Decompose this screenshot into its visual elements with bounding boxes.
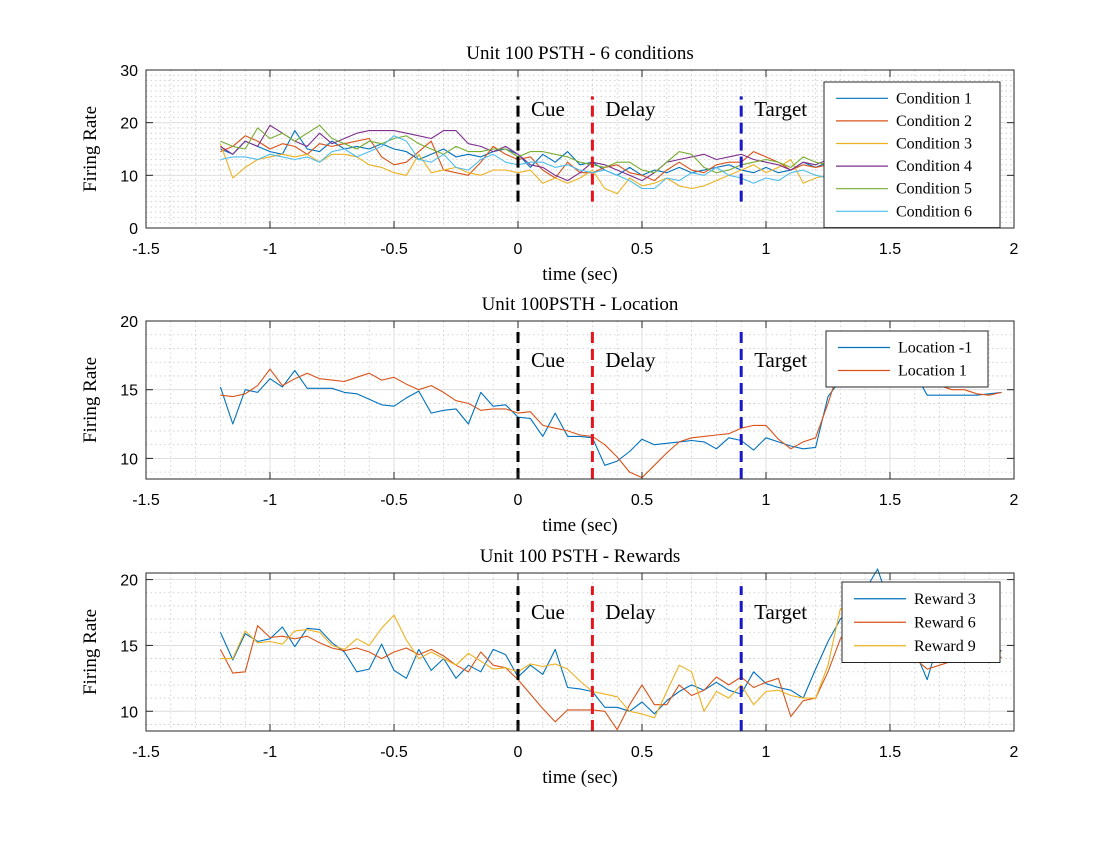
y-tick-label: 15 (120, 383, 138, 400)
x-tick-label: 1 (762, 492, 771, 509)
x-axis-label: time (sec) (542, 515, 617, 536)
event-label-cue: Cue (531, 600, 565, 624)
y-tick-label: 20 (120, 573, 138, 590)
y-axis-label: Firing Rate (80, 609, 101, 695)
legend-entry: Condition 6 (896, 203, 972, 220)
x-tick-label: 2 (1010, 492, 1019, 509)
panel-2: Cue Delay Target -1.5 -1 -0.5 0 0.5 1 1.5 2 10 15 20 U… (80, 294, 1019, 536)
x-tick-label: 2 (1010, 241, 1019, 258)
x-tick-label: 0 (514, 744, 523, 761)
grid (145, 573, 1015, 731)
axes-box (145, 320, 1015, 480)
x-tick-label: 0.5 (631, 744, 653, 761)
y-axis-label: Firing Rate (80, 106, 101, 192)
y-tick-label: 20 (120, 116, 138, 133)
y-tick-label: 20 (120, 314, 138, 331)
x-axis-label: time (sec) (542, 264, 617, 285)
chart-title: Unit 100 PSTH - 6 conditions (466, 43, 693, 64)
panel-3: Cue Delay Target -1.5 -1 -0.5 0 0.5 1 1.5 2 10 15 20 U… (80, 546, 1019, 788)
x-tick-label: 1.5 (879, 744, 901, 761)
chart-title: Unit 100PSTH - Location (482, 294, 679, 315)
y-axis-label: Firing Rate (80, 357, 101, 443)
event-label-delay: Delay (605, 97, 656, 121)
x-tick-label: 1 (762, 744, 771, 761)
legend-box (825, 330, 989, 388)
legend: Reward 3 Reward 6 Reward 9 (841, 581, 1001, 663)
event-label-target: Target (754, 600, 807, 624)
event-label-delay: Delay (605, 600, 656, 624)
legend-entry: Reward 3 (914, 591, 976, 608)
event-label-cue: Cue (531, 97, 565, 121)
x-tick-label: -1 (263, 492, 277, 509)
event-label-cue: Cue (531, 348, 565, 372)
x-tick-label: -1 (263, 241, 277, 258)
legend-entry: Condition 5 (896, 181, 972, 198)
x-tick-label: 0.5 (631, 241, 653, 258)
series-line-4 (220, 124, 829, 182)
panel-1: Cue Delay Target-1.5 -1 -0.5 0 0.5 1 1.5 20102030… (80, 43, 1019, 285)
series-line-1 (220, 130, 829, 176)
axes-box (145, 572, 1015, 732)
y-tick-label: 10 (120, 704, 138, 721)
legend-entry: Condition 3 (896, 136, 972, 153)
legend-entry: Location 1 (898, 363, 967, 380)
series-line-2 (220, 135, 829, 182)
axes-box (145, 69, 1015, 229)
legend: Condition 1 Condition 2 Condition 3 Conditi… (823, 81, 1001, 229)
event-label-target: Target (754, 348, 807, 372)
legend-entry: Condition 2 (896, 113, 972, 130)
x-tick-label: -1.5 (132, 492, 160, 509)
x-tick-label: 0 (514, 241, 523, 258)
chart-title: Unit 100 PSTH - Rewards (480, 546, 681, 567)
x-tick-label: -0.5 (380, 241, 408, 258)
y-tick-label: 10 (120, 168, 138, 185)
x-tick-label: -0.5 (380, 744, 408, 761)
y-tick-label: 30 (120, 63, 138, 80)
event-label-delay: Delay (605, 348, 656, 372)
event-label-target: Target (754, 97, 807, 121)
legend-entry: Condition 1 (896, 90, 972, 107)
legend-entry: Condition 4 (896, 158, 972, 175)
x-tick-label: -1.5 (132, 241, 160, 258)
x-tick-label: 1 (762, 241, 771, 258)
x-tick-label: -1.5 (132, 744, 160, 761)
x-tick-label: 1.5 (879, 241, 901, 258)
x-tick-label: 0 (514, 492, 523, 509)
legend-entry: Reward 6 (914, 614, 976, 631)
y-tick-label: 10 (120, 451, 138, 468)
x-axis-label: time (sec) (542, 767, 617, 788)
x-tick-label: 0.5 (631, 492, 653, 509)
legend-box (823, 81, 1001, 229)
x-tick-label: 1.5 (879, 492, 901, 509)
y-tick-label: 0 (129, 221, 138, 238)
legend: Location -1 Location 1 (825, 330, 989, 388)
x-tick-label: -1 (263, 744, 277, 761)
series-line-5 (220, 124, 829, 174)
x-tick-label: -0.5 (380, 492, 408, 509)
x-tick-label: 2 (1010, 744, 1019, 761)
legend-entry: Location -1 (898, 340, 972, 357)
y-tick-label: 15 (120, 638, 138, 655)
series-line-1 (219, 568, 1002, 715)
legend-entry: Reward 9 (914, 638, 976, 655)
series-line-6 (220, 135, 829, 190)
